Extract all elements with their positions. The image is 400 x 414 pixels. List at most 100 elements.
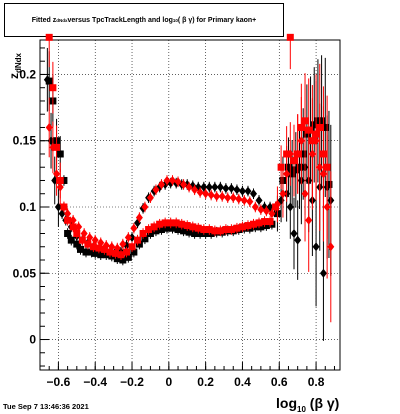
data-point-square — [262, 222, 270, 230]
data-point-diamond — [251, 202, 259, 212]
data-point-square — [73, 240, 81, 248]
data-point-diamond — [327, 242, 335, 252]
data-point-diamond — [124, 232, 132, 242]
data-point-square — [152, 227, 160, 235]
data-point-square — [310, 121, 318, 129]
data-point-diamond — [294, 235, 302, 245]
data-point-diamond — [157, 179, 165, 189]
data-point-diamond — [262, 206, 270, 216]
data-point-diamond — [283, 169, 291, 179]
data-point-diamond — [312, 136, 320, 146]
data-point-square — [113, 255, 121, 263]
data-point-diamond — [56, 182, 64, 192]
data-point-diamond — [316, 162, 324, 172]
data-point-square — [146, 229, 154, 237]
data-point-diamond — [290, 156, 298, 166]
data-point-diamond — [235, 194, 243, 204]
x-axis-label: log10 (β γ) — [276, 395, 339, 414]
data-point-square — [191, 229, 199, 237]
data-point-diamond — [58, 209, 66, 219]
title-text-after: ( β γ) for Primary kaon+ — [177, 16, 257, 24]
data-point-square — [97, 251, 105, 259]
data-point-diamond — [108, 242, 116, 252]
data-point-square — [249, 220, 257, 228]
data-point-diamond — [64, 209, 72, 219]
x-tick-label: −0.6 — [47, 375, 71, 389]
data-point-square — [100, 245, 108, 253]
data-point-square — [67, 236, 75, 244]
data-point-square — [314, 117, 322, 125]
data-point-square — [69, 223, 77, 231]
y-tick-label: 0.1 — [19, 200, 36, 214]
data-point-diamond — [308, 149, 316, 159]
data-point-square — [124, 253, 132, 261]
data-point-square — [205, 226, 213, 234]
data-point-square — [53, 143, 61, 151]
data-point-diamond — [141, 202, 149, 212]
data-point-diamond — [91, 235, 99, 245]
data-point-square — [321, 123, 329, 131]
data-point-diamond — [286, 149, 294, 159]
data-point-square — [117, 251, 125, 259]
data-point-diamond — [75, 222, 83, 232]
y-tick-label: 0.2 — [19, 67, 36, 81]
data-point-square — [180, 227, 188, 235]
data-point-square — [299, 150, 307, 158]
data-point-square — [286, 33, 294, 41]
data-point-diamond — [102, 240, 110, 250]
data-point-square — [216, 227, 224, 235]
data-point-square — [305, 126, 313, 134]
series-layer — [43, 33, 335, 341]
data-point-square — [135, 240, 143, 248]
data-point-diamond — [211, 182, 219, 192]
data-point-diamond — [224, 193, 232, 203]
data-point-square — [139, 229, 147, 237]
data-point-square — [292, 166, 300, 174]
data-point-square — [284, 163, 292, 171]
data-point-square — [261, 218, 269, 226]
data-point-diamond — [180, 179, 188, 189]
title-text-before: Fitted z — [31, 16, 57, 24]
data-point-square — [169, 224, 177, 232]
data-point-square — [145, 226, 153, 234]
data-point-square — [207, 229, 215, 237]
data-point-square — [78, 236, 86, 244]
data-point-diamond — [128, 232, 136, 242]
data-point-diamond — [86, 232, 94, 242]
data-point-square — [196, 229, 204, 237]
data-point-diamond — [222, 183, 230, 193]
data-point-diamond — [229, 193, 237, 203]
data-point-square — [266, 218, 274, 226]
data-point-diamond — [53, 169, 61, 179]
data-point-square — [163, 224, 171, 232]
title-z-subscript: dNdx — [56, 17, 68, 23]
data-point-square — [272, 203, 280, 211]
data-point-diamond — [319, 268, 327, 278]
data-point-diamond — [227, 183, 235, 193]
data-point-square — [202, 229, 210, 237]
data-point-square — [200, 226, 208, 234]
data-point-square — [49, 84, 57, 92]
data-point-diamond — [60, 202, 68, 212]
data-point-square — [64, 229, 72, 237]
data-point-square — [89, 243, 97, 251]
x-tick-label: 0.2 — [197, 375, 214, 389]
data-point-diamond — [185, 182, 193, 192]
data-point-square — [257, 223, 265, 231]
data-point-diamond — [244, 186, 252, 196]
data-point-diamond — [268, 209, 276, 219]
data-point-diamond — [152, 185, 160, 195]
data-point-diamond — [240, 195, 248, 205]
data-point-square — [82, 248, 90, 256]
data-point-square — [167, 219, 175, 227]
data-point-square — [64, 216, 72, 224]
grid-lines — [40, 40, 340, 370]
data-point-diamond — [233, 185, 241, 195]
timestamp: Tue Sep 7 13:46:36 2021 — [3, 402, 89, 411]
data-point-diamond — [69, 215, 77, 225]
data-point-diamond — [238, 186, 246, 196]
data-point-square — [318, 117, 326, 125]
data-point-square — [238, 223, 246, 231]
data-point-diamond — [301, 189, 309, 199]
data-point-square — [119, 256, 127, 264]
